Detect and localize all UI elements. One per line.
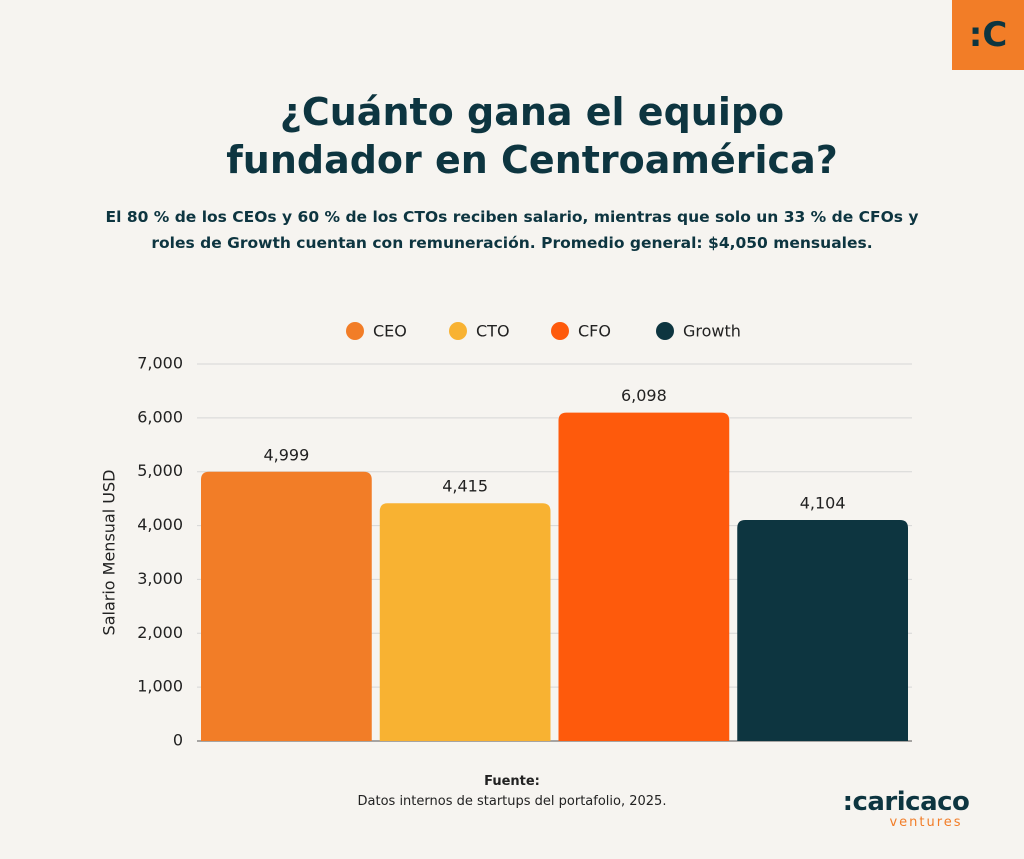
logo-badge: :C — [952, 0, 1024, 70]
y-tick-label: 0 — [173, 731, 183, 750]
value-label: 6,098 — [621, 386, 667, 405]
bar — [201, 471, 372, 741]
value-label: 4,999 — [263, 445, 309, 464]
chart-subtitle: El 80 % de los CEOs y 60 % de los CTOs r… — [105, 208, 919, 252]
legend-marker — [551, 322, 569, 340]
y-tick-label: 5,000 — [137, 461, 183, 480]
logo: :caricaco ventures — [826, 788, 986, 830]
y-tick-label: 3,000 — [137, 569, 183, 588]
bar — [379, 503, 551, 741]
y-tick-label: 2,000 — [137, 623, 183, 642]
y-axis-label: Salario Mensual USD — [100, 470, 119, 636]
logo-name: :caricaco — [842, 787, 970, 817]
logo-tagline: ventures — [889, 815, 963, 830]
value-label: 4,104 — [800, 493, 846, 512]
y-tick-label: 1,000 — [137, 677, 183, 696]
y-tick-label: 7,000 — [137, 354, 183, 373]
legend-label: Growth — [683, 322, 741, 341]
bar — [558, 412, 730, 741]
y-tick-label: 6,000 — [137, 407, 183, 426]
source-label: Fuente: — [484, 774, 540, 789]
legend-label: CTO — [476, 322, 510, 341]
legend-marker — [449, 322, 467, 340]
legend-marker — [656, 322, 674, 340]
legend-label: CEO — [373, 322, 407, 341]
source: Fuente: Datos internos de startups del p… — [312, 772, 712, 812]
legend-marker — [346, 322, 364, 340]
value-label: 4,415 — [442, 477, 488, 496]
source-text: Datos internos de startups del portafoli… — [357, 794, 667, 809]
chart-title: ¿Cuánto gana el equipo fundador en Centr… — [226, 90, 838, 182]
y-tick-label: 4,000 — [137, 515, 183, 534]
bar — [737, 519, 908, 741]
legend-label: CFO — [578, 322, 611, 341]
